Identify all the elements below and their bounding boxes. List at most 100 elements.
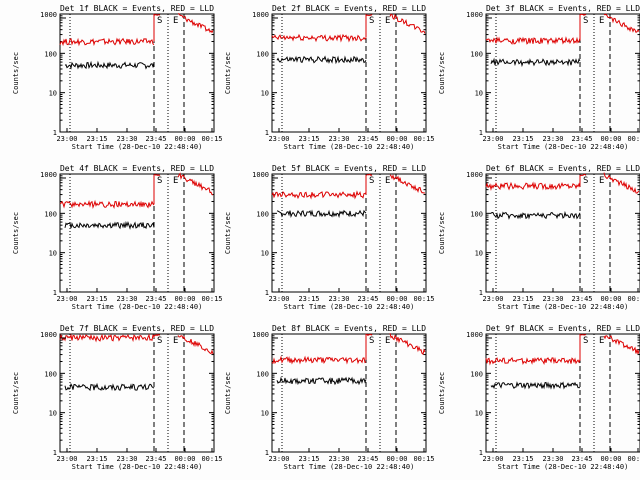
x-tick-label: 23:00 xyxy=(482,135,503,143)
y-tick-label: 1000 xyxy=(252,11,269,19)
series-line xyxy=(389,174,426,194)
x-tick-label: 23:45 xyxy=(357,295,378,303)
series-line xyxy=(177,335,214,355)
x-tick-label: 23:30 xyxy=(542,455,563,463)
series-line xyxy=(603,335,640,355)
y-tick-label: 1 xyxy=(479,289,483,297)
marker-label: S xyxy=(369,16,374,26)
plot-frame xyxy=(59,333,215,453)
y-axis-label: Counts/sec xyxy=(12,52,20,94)
panel-title: Det 6f BLACK = Events, RED = LLD xyxy=(486,164,640,173)
x-tick-label: 23:00 xyxy=(482,455,503,463)
plot-frame xyxy=(59,13,215,133)
marker-label: E xyxy=(599,16,604,26)
x-tick-label: 23:15 xyxy=(86,295,107,303)
y-tick-label: 100 xyxy=(256,370,269,378)
x-axis-label: Start Time (28-Dec-10 22:48:40) xyxy=(284,143,415,151)
x-tick-label: 00:15 xyxy=(201,135,222,143)
series-line xyxy=(271,190,367,200)
panel-title: Det 9f BLACK = Events, RED = LLD xyxy=(486,324,640,333)
plot-frame xyxy=(271,333,427,453)
panel-title: Det 4f BLACK = Events, RED = LLD xyxy=(60,164,214,173)
x-tick-label: 00:15 xyxy=(201,455,222,463)
x-tick-label: 23:30 xyxy=(328,455,349,463)
x-tick-label: 23:45 xyxy=(571,455,592,463)
series-line xyxy=(490,381,581,390)
y-tick-label: 100 xyxy=(44,50,57,58)
x-tick-label: 23:15 xyxy=(512,455,533,463)
x-axis-label: Start Time (28-Dec-10 22:48:40) xyxy=(498,143,629,151)
x-tick-label: 23:15 xyxy=(86,455,107,463)
detector-panel: Det 3f BLACK = Events, RED = LLD Counts/s… xyxy=(438,4,640,151)
y-tick-label: 100 xyxy=(44,370,57,378)
y-tick-label: 1000 xyxy=(40,171,57,179)
series-line xyxy=(59,333,155,343)
x-tick-label: 00:00 xyxy=(174,135,195,143)
x-tick-label: 00:00 xyxy=(386,135,407,143)
x-tick-label: 23:30 xyxy=(542,135,563,143)
series-line xyxy=(389,333,426,355)
y-tick-label: 100 xyxy=(44,210,57,218)
x-tick-label: 23:15 xyxy=(512,295,533,303)
series-line xyxy=(389,13,426,34)
y-axis-label: Counts/sec xyxy=(438,52,446,94)
marker-label: E xyxy=(385,336,390,346)
panel-title: Det 1f BLACK = Events, RED = LLD xyxy=(60,4,214,13)
series-line xyxy=(485,357,581,366)
x-tick-label: 00:00 xyxy=(600,455,621,463)
y-axis-label: Counts/sec xyxy=(12,212,20,254)
marker-label: S xyxy=(369,336,374,346)
plot-frame xyxy=(271,173,427,293)
detector-panel: Det 8f BLACK = Events, RED = LLD Counts/s… xyxy=(224,324,435,471)
x-axis-label: Start Time (28-Dec-10 22:48:40) xyxy=(72,303,203,311)
y-tick-label: 100 xyxy=(470,50,483,58)
y-axis-label: Counts/sec xyxy=(438,372,446,414)
panel-title: Det 8f BLACK = Events, RED = LLD xyxy=(272,324,426,333)
series-line xyxy=(276,209,367,219)
x-tick-label: 00:15 xyxy=(201,295,222,303)
x-tick-label: 23:15 xyxy=(298,455,319,463)
x-axis-label: Start Time (28-Dec-10 22:48:40) xyxy=(284,463,415,471)
x-tick-label: 00:00 xyxy=(386,295,407,303)
y-tick-label: 100 xyxy=(470,210,483,218)
x-tick-label: 23:45 xyxy=(145,455,166,463)
x-axis-label: Start Time (28-Dec-10 22:48:40) xyxy=(498,463,629,471)
series-line xyxy=(485,181,581,191)
y-tick-label: 10 xyxy=(261,410,269,418)
detector-panel: Det 5f BLACK = Events, RED = LLD Counts/s… xyxy=(224,164,435,311)
panel-title: Det 2f BLACK = Events, RED = LLD xyxy=(272,4,426,13)
x-tick-label: 00:15 xyxy=(627,135,640,143)
series-line xyxy=(177,172,214,196)
series-line xyxy=(271,33,367,43)
x-tick-label: 00:00 xyxy=(174,295,195,303)
marker-label: E xyxy=(173,176,178,186)
x-tick-label: 00:15 xyxy=(413,295,434,303)
x-tick-label: 23:15 xyxy=(512,135,533,143)
x-tick-label: 23:45 xyxy=(145,135,166,143)
series-line xyxy=(490,210,581,220)
series-line xyxy=(365,13,373,38)
x-axis-label: Start Time (28-Dec-10 22:48:40) xyxy=(72,143,203,151)
series-line xyxy=(153,13,161,42)
plot-frame xyxy=(485,13,640,133)
x-tick-label: 23:30 xyxy=(542,295,563,303)
x-tick-label: 23:15 xyxy=(298,135,319,143)
detector-panel: Det 1f BLACK = Events, RED = LLD Counts/s… xyxy=(12,4,223,151)
y-tick-label: 1 xyxy=(265,129,269,137)
x-axis-label: Start Time (28-Dec-10 22:48:40) xyxy=(284,303,415,311)
x-tick-label: 23:00 xyxy=(482,295,503,303)
y-tick-label: 1000 xyxy=(466,331,483,339)
y-tick-label: 10 xyxy=(261,250,269,258)
series-line xyxy=(271,355,367,365)
y-tick-label: 10 xyxy=(475,90,483,98)
y-tick-label: 10 xyxy=(261,90,269,98)
series-line xyxy=(490,57,581,68)
y-tick-label: 1 xyxy=(265,289,269,297)
y-axis-label: Counts/sec xyxy=(438,212,446,254)
x-tick-label: 23:15 xyxy=(86,135,107,143)
x-tick-label: 23:00 xyxy=(268,295,289,303)
y-tick-label: 1000 xyxy=(40,11,57,19)
series-line xyxy=(603,13,640,34)
x-tick-label: 23:30 xyxy=(328,295,349,303)
x-tick-label: 23:00 xyxy=(56,295,77,303)
